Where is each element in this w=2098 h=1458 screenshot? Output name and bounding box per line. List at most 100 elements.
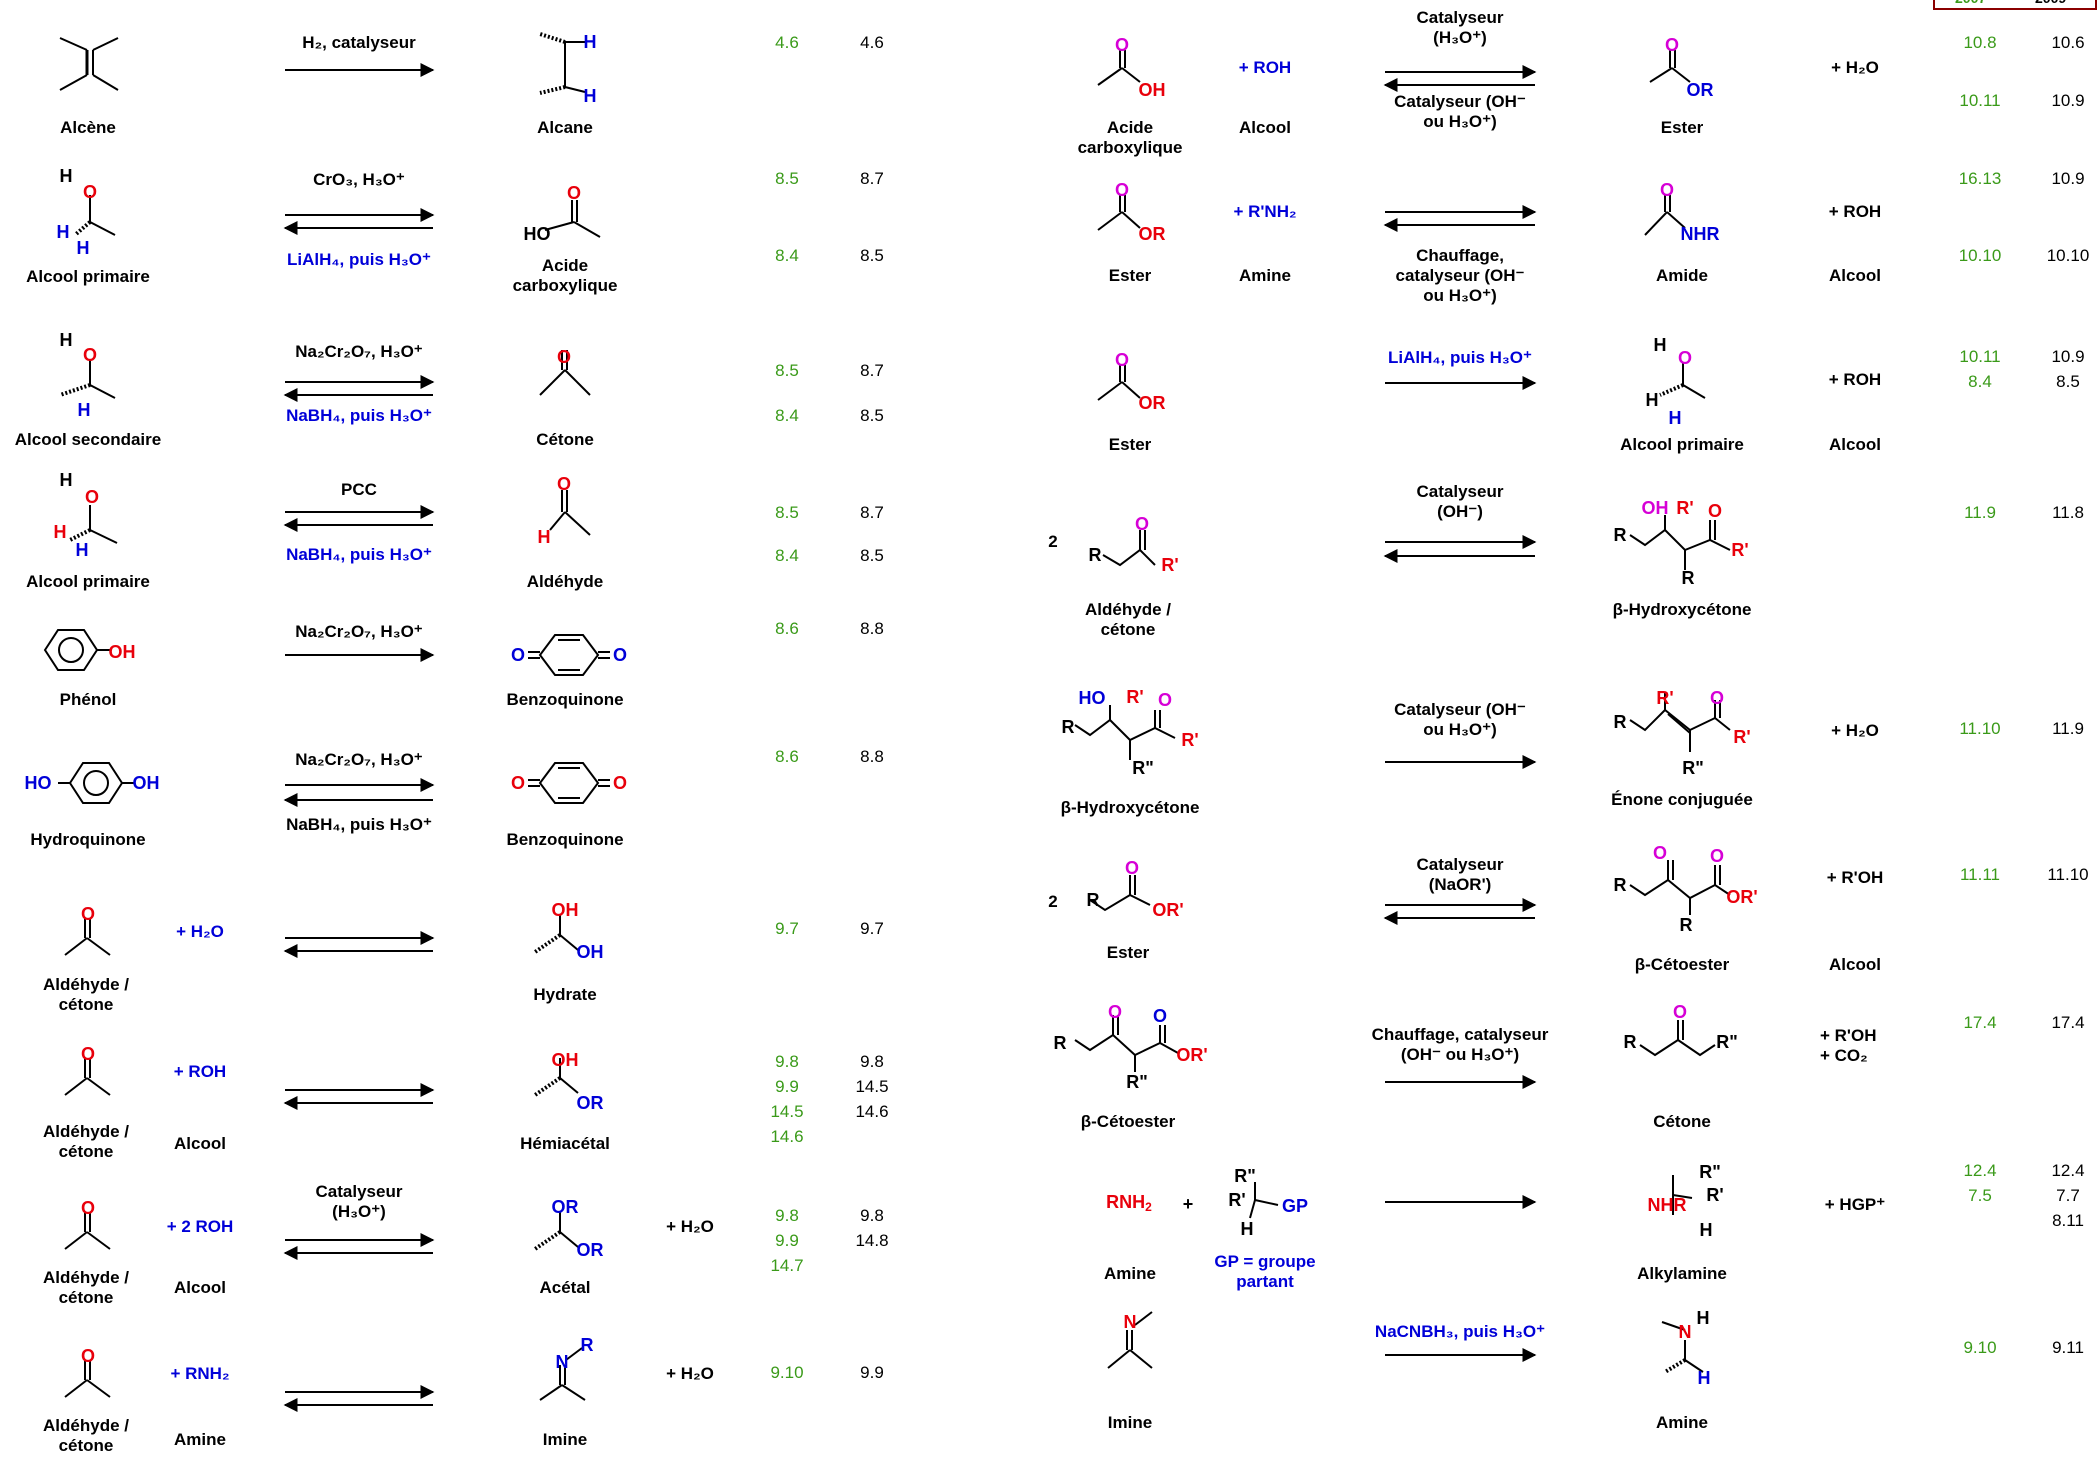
atom-h: H (59, 330, 73, 350)
ref-2009: 10.9 (2051, 347, 2085, 366)
product-label: β-Cétoester (1634, 955, 1730, 974)
atom-oh: OH (1138, 80, 1166, 100)
ref-2009: 10.10 (2046, 246, 2090, 265)
ref-2009: 8.7 (860, 361, 884, 380)
ref-2007: 11.11 (1959, 865, 2001, 884)
side-label: Alcool (1829, 955, 1881, 974)
ref-2009: 9.8 (860, 1052, 884, 1071)
side-product: + ROH (1828, 370, 1882, 389)
atom-o: O (80, 1044, 96, 1064)
ref-2007: 14.6 (770, 1127, 804, 1146)
reagent-label: Alcool (174, 1134, 226, 1153)
condition-bottom: NaBH₄, puis H₃O⁺ (286, 545, 432, 564)
condition-bottom: NaBH₄, puis H₃O⁺ (286, 815, 432, 834)
atom-o: O (1114, 350, 1130, 370)
atom-h: H (1668, 408, 1682, 428)
atom-o: O (1134, 514, 1150, 534)
atom-o: O (80, 1198, 96, 1218)
condition-top: Catalyseur (OH⁻) (1416, 482, 1504, 521)
atom-o: O (1152, 1006, 1168, 1026)
ref-2009: 14.5 (855, 1077, 889, 1096)
atom-oh: OH (132, 773, 160, 793)
reactant-label: Alcool primaire (26, 572, 150, 591)
ref-2009: 12.4 (2051, 1161, 2085, 1180)
atom-or: OR (551, 1197, 579, 1217)
ref-2009: 8.11 (2052, 1211, 2084, 1230)
atom-o: O (510, 645, 526, 665)
reagent-label: Amine (1239, 266, 1291, 285)
ref-2009: 8.5 (860, 406, 884, 425)
stoichiometry: 2 (1048, 532, 1058, 551)
atom-r-dblprime: R" (1682, 758, 1704, 778)
reactant-label: Alcène (60, 118, 116, 137)
reagent: + 2 ROH (166, 1217, 234, 1236)
stoichiometry: 2 (1048, 892, 1058, 911)
atom-oh: OH (551, 900, 579, 920)
ref-2007: 10.10 (1958, 246, 2002, 265)
ref-2007: 4.6 (775, 33, 799, 52)
ref-2009: 10.9 (2051, 169, 2085, 188)
ref-2009: 8.8 (860, 619, 884, 638)
reactant-label: Alcool secondaire (14, 430, 162, 449)
ref-2007: 9.10 (1963, 1338, 1997, 1357)
atom-o: O (1677, 348, 1693, 368)
reagent: + H₂O (176, 922, 224, 941)
ref-2007: 9.8 (775, 1206, 799, 1225)
reactant-label: Phénol (59, 690, 117, 709)
product-label: Amide (1656, 266, 1708, 285)
atom-ho: HO (24, 773, 52, 793)
ref-2009: 11.9 (2052, 719, 2084, 738)
atom-r-dblprime: R" (1126, 1072, 1148, 1092)
ref-2009: 4.6 (860, 33, 884, 52)
product-label: Benzoquinone (506, 690, 624, 709)
product-label: Alkylamine (1637, 1264, 1727, 1283)
ref-2009: 11.8 (2052, 503, 2084, 522)
ref-2007: 8.5 (775, 361, 799, 380)
atom-h: H (53, 522, 67, 542)
ref-2009: 9.11 (2052, 1338, 2084, 1357)
reactant-label: Ester (1108, 266, 1152, 285)
condition-top: PCC (341, 480, 377, 499)
atom-or: OR (576, 1093, 604, 1113)
condition-top: H₂, catalyseur (302, 33, 416, 52)
atom-o: O (1652, 843, 1668, 863)
condition-top: CrO₃, H₃O⁺ (313, 170, 405, 189)
ref-2009: 8.5 (860, 546, 884, 565)
atom-r-prime: R' (1656, 688, 1674, 708)
product-label: Aldéhyde (526, 572, 604, 591)
ref-2009: 14.6 (855, 1102, 889, 1121)
atom-h: H (59, 470, 73, 490)
condition-top: Na₂Cr₂O₇, H₃O⁺ (295, 342, 423, 361)
ref-2007: 8.5 (775, 503, 799, 522)
condition-top: LiAlH₄, puis H₃O⁺ (1388, 348, 1532, 367)
atom-h: H (1240, 1219, 1254, 1239)
atom-ho: HO (1078, 688, 1106, 708)
atom-h: H (537, 527, 551, 547)
atom-or-prime: OR' (1152, 900, 1184, 920)
atom-o: O (1709, 846, 1725, 866)
reagent-label: GP = groupe partant (1214, 1252, 1316, 1291)
atom-o: O (556, 474, 572, 494)
atom-o: O (1107, 1002, 1123, 1022)
atom-h: H (59, 166, 73, 186)
product-label: Cétone (536, 430, 594, 449)
atom-n: N (555, 1352, 569, 1372)
condition-top: Catalyseur (NaOR') (1416, 855, 1504, 894)
ref-2009: 8.7 (860, 169, 884, 188)
side-product: + H₂O (1831, 58, 1879, 77)
ref-2009: 11.10 (2047, 865, 2089, 884)
product-label: Alcool primaire (1620, 435, 1744, 454)
reactant-label: Hydroquinone (30, 830, 146, 849)
atom-r-prime: R' (1676, 498, 1694, 518)
ref-2007: 8.6 (775, 619, 799, 638)
atom-oh: OH (108, 642, 136, 662)
reagent: + R'NH₂ (1233, 202, 1297, 221)
atom-r-dblprime: R" (1132, 758, 1154, 778)
reactant-label: Imine (1107, 1413, 1153, 1432)
atom-nhr: NHR (1647, 1195, 1687, 1215)
product-label: Hydrate (533, 985, 597, 1004)
ref-2007: 16.13 (1958, 169, 2002, 188)
product-label: Ester (1660, 118, 1704, 137)
year-2007-header: 2007 (1955, 0, 1986, 6)
